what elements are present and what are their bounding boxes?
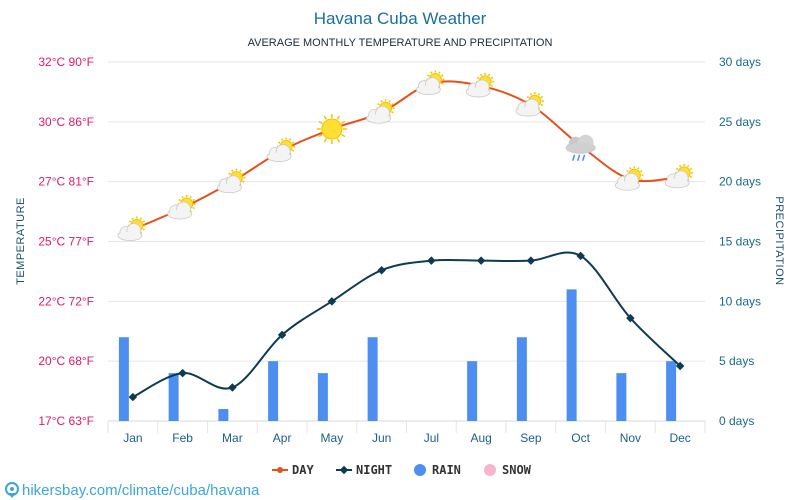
left-tick-label: 22°C 72°F bbox=[38, 294, 94, 308]
sun-icon bbox=[316, 114, 347, 145]
night-temperature-line bbox=[132, 251, 681, 398]
source-text: hikersbay.com/climate/cuba/havana bbox=[22, 482, 260, 499]
x-tick-label: Aug bbox=[470, 431, 491, 445]
left-axis-ticks: 17°C 63°F 20°C 68°F 22°C 72°F 25°C 77°F 27°C… bbox=[38, 55, 94, 428]
rain-bar bbox=[616, 373, 627, 421]
right-tick-label: 15 days bbox=[719, 235, 761, 249]
legend-label: NIGHT bbox=[356, 463, 392, 477]
chart-title: Havana Cuba Weather bbox=[314, 9, 487, 28]
x-tick-label: Jun bbox=[372, 431, 391, 445]
right-tick-label: 0 days bbox=[719, 414, 754, 428]
night-point bbox=[228, 383, 237, 392]
snow-swatch bbox=[484, 464, 496, 476]
right-axis-ticks: 0 days 5 days 10 days 15 days 20 days 25 days… bbox=[719, 55, 761, 428]
legend-label: SNOW bbox=[502, 463, 532, 477]
right-tick-label: 30 days bbox=[719, 55, 761, 69]
legend-item-day[interactable]: DAY bbox=[272, 463, 314, 477]
x-axis-ticks: Jan Feb Mar Apr May Jun Jul Aug Sep Oct Nov Dec bbox=[123, 431, 691, 445]
x-tick-label: May bbox=[321, 431, 344, 445]
rain-bar bbox=[666, 361, 677, 421]
rain-bar bbox=[516, 337, 527, 421]
right-tick-label: 25 days bbox=[719, 115, 761, 129]
left-tick-label: 25°C 77°F bbox=[38, 235, 94, 249]
left-tick-label: 30°C 86°F bbox=[38, 115, 94, 129]
y-axis-label-temperature: TEMPERATURE bbox=[15, 197, 27, 285]
rain-bars bbox=[118, 289, 677, 421]
night-point bbox=[277, 330, 287, 340]
partly-cloudy-icon bbox=[216, 168, 246, 194]
rain-bar bbox=[367, 337, 378, 421]
night-point bbox=[476, 256, 486, 265]
partly-cloudy-icon bbox=[465, 72, 495, 98]
rain-bar bbox=[317, 373, 328, 421]
rain-bar bbox=[566, 289, 577, 421]
y-axis-label-precipitation: PRECIPITATION bbox=[773, 196, 785, 285]
x-tick-label: Nov bbox=[620, 431, 641, 445]
partly-cloudy-icon bbox=[664, 163, 694, 189]
chart-subtitle: AVERAGE MONTHLY TEMPERATURE AND PRECIPIT… bbox=[248, 37, 553, 49]
x-tick-label: Oct bbox=[571, 431, 590, 445]
legend-item-night[interactable]: NIGHT bbox=[336, 463, 392, 477]
x-tick-label: Mar bbox=[222, 431, 243, 445]
partly-cloudy-icon bbox=[117, 216, 146, 241]
x-tick-label: Sep bbox=[520, 431, 542, 445]
legend-item-snow[interactable]: SNOW bbox=[484, 463, 532, 477]
legend-label: DAY bbox=[292, 463, 314, 477]
weather-icons bbox=[117, 70, 694, 241]
partly-cloudy-icon bbox=[167, 194, 196, 220]
left-tick-label: 17°C 63°F bbox=[38, 414, 94, 428]
source-link[interactable]: hikersbay.com/climate/cuba/havana bbox=[5, 482, 260, 499]
x-tick-label: Dec bbox=[669, 431, 690, 445]
night-point bbox=[675, 361, 685, 371]
rain-cloud-icon bbox=[565, 134, 596, 162]
night-point bbox=[128, 392, 138, 402]
rain-bar bbox=[118, 337, 129, 421]
night-point bbox=[377, 265, 386, 275]
legend: DAY NIGHT RAIN SNOW bbox=[272, 463, 532, 477]
night-point bbox=[526, 256, 536, 265]
partly-cloudy-icon bbox=[515, 92, 544, 117]
x-tick-label: Apr bbox=[273, 431, 292, 445]
x-tick-label: Jan bbox=[123, 431, 142, 445]
night-point bbox=[626, 313, 635, 323]
partly-cloudy-icon bbox=[366, 99, 395, 124]
location-pin-icon bbox=[5, 482, 19, 498]
x-tick-label: Feb bbox=[172, 431, 193, 445]
rain-bar bbox=[467, 361, 478, 421]
legend-label: RAIN bbox=[432, 463, 461, 477]
night-point bbox=[178, 368, 187, 378]
rain-bar bbox=[268, 361, 279, 421]
rain-bar bbox=[218, 409, 229, 421]
day-temperature-line bbox=[132, 80, 681, 231]
left-tick-label: 27°C 81°F bbox=[38, 175, 94, 189]
rain-bar bbox=[168, 373, 179, 421]
right-tick-label: 10 days bbox=[719, 294, 761, 308]
x-tick-label: Jul bbox=[424, 431, 439, 445]
right-tick-label: 20 days bbox=[719, 175, 761, 189]
legend-item-rain[interactable]: RAIN bbox=[414, 463, 461, 477]
night-point bbox=[327, 297, 337, 306]
right-tick-label: 5 days bbox=[719, 354, 754, 368]
left-tick-label: 20°C 68°F bbox=[38, 354, 94, 368]
partly-cloudy-icon bbox=[614, 166, 644, 191]
partly-cloudy-icon bbox=[415, 70, 445, 95]
grid bbox=[107, 61, 706, 433]
rain-swatch bbox=[414, 464, 426, 476]
left-tick-label: 32°C 90°F bbox=[38, 55, 94, 69]
partly-cloudy-icon bbox=[266, 137, 296, 162]
night-point bbox=[427, 256, 436, 265]
